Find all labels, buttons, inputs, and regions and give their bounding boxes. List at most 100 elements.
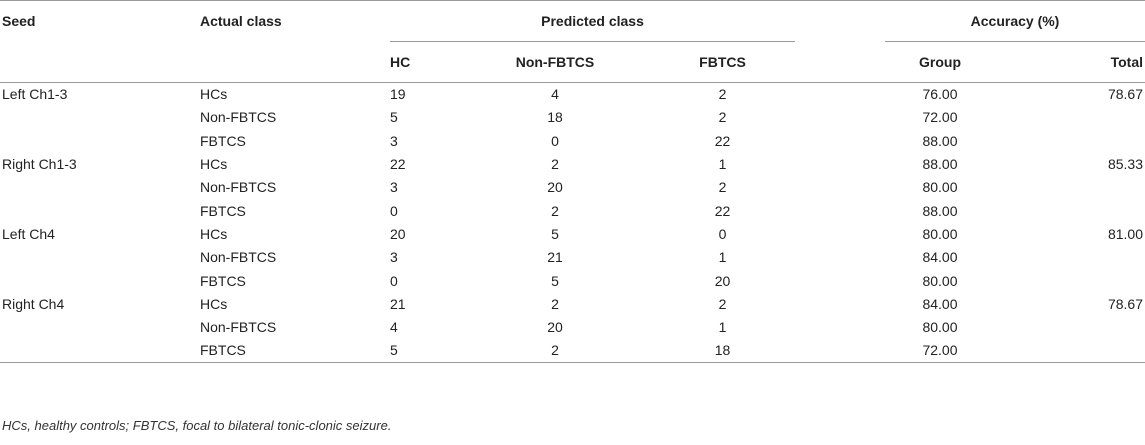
cell-predicted-fbtcs: 2 [718,295,727,312]
cell-predicted-non-fbtcs: 0 [551,132,559,149]
cell-predicted-fbtcs: 1 [718,319,727,336]
cell-predicted-non-fbtcs: 2 [551,202,559,219]
cell-predicted-non-fbtcs: 2 [551,156,559,173]
cell-gap [795,292,885,315]
header-gap [795,0,885,42]
cell-accuracy-group: 80.00 [922,272,958,289]
cell-actual-class: FBTCS [200,132,246,149]
table-row: Non-FBTCS 3 21 1 84.00 [0,246,1145,269]
cell-accuracy-group: 72.00 [922,109,958,126]
cell-actual-class: Non-FBTCS [200,319,277,336]
cell-predicted-hc: 4 [390,319,398,336]
table-row: FBTCS 3 0 22 88.00 [0,129,1145,152]
header-accuracy: Accuracy (%) [885,0,1145,42]
cell-seed [0,176,200,199]
cell-predicted-fbtcs: 2 [718,86,727,103]
cell-gap [795,106,885,129]
cell-accuracy-total: 81.00 [1107,225,1143,242]
cell-accuracy-total [995,176,1145,199]
table-row: Right Ch4 HCs 21 2 2 84.00 78.67 [0,292,1145,315]
cell-seed [0,106,200,129]
header-gap [795,41,885,83]
header-total: Total [995,41,1145,83]
cell-predicted-non-fbtcs: 5 [551,225,559,242]
cell-gap [795,315,885,338]
cell-actual-class: HCs [200,295,228,312]
cell-predicted-fbtcs: 20 [714,272,731,289]
cell-actual-class: HCs [200,225,228,242]
cell-actual-class: Non-FBTCS [200,109,277,126]
cell-predicted-non-fbtcs: 21 [547,249,563,266]
header-empty [200,41,390,83]
cell-predicted-non-fbtcs: 18 [547,109,563,126]
cell-accuracy-total [995,269,1145,292]
header-actual-class: Actual class [200,0,390,42]
cell-accuracy-group: 80.00 [922,319,958,336]
cell-predicted-non-fbtcs: 20 [547,319,563,336]
cell-seed: Left Ch4 [2,225,55,242]
cell-gap [795,269,885,292]
cell-seed: Right Ch1-3 [2,156,77,173]
table-row: Non-FBTCS 4 20 1 80.00 [0,315,1145,338]
cell-accuracy-group: 76.00 [922,86,958,103]
cell-predicted-hc: 3 [390,179,398,196]
cell-accuracy-group: 80.00 [922,179,958,196]
cell-predicted-hc: 0 [390,272,398,289]
table-row: FBTCS 5 2 18 72.00 [0,338,1145,363]
cell-accuracy-total [995,338,1145,363]
cell-accuracy-total: 85.33 [1107,156,1143,173]
table-row: FBTCS 0 2 22 88.00 [0,199,1145,222]
cell-accuracy-group: 84.00 [922,295,958,312]
cell-seed [0,199,200,222]
table-row: FBTCS 0 5 20 80.00 [0,269,1145,292]
cell-actual-class: FBTCS [200,272,246,289]
cell-seed: Left Ch1-3 [2,86,68,103]
table-row: Non-FBTCS 5 18 2 72.00 [0,106,1145,129]
header-hc: HC [390,41,460,83]
cell-seed: Right Ch4 [2,295,65,312]
cell-gap [795,83,885,106]
table-row: Left Ch4 HCs 20 5 0 80.00 81.00 [0,222,1145,245]
cell-actual-class: HCs [200,156,228,173]
cell-predicted-fbtcs: 0 [718,225,727,242]
header-row-1: Seed Actual class Predicted class Accura… [0,0,1145,42]
cell-accuracy-total [995,129,1145,152]
cell-predicted-fbtcs: 1 [718,156,727,173]
cell-actual-class: HCs [200,86,228,103]
cell-gap [795,199,885,222]
cell-accuracy-total [995,246,1145,269]
cell-actual-class: Non-FBTCS [200,179,277,196]
header-seed: Seed [0,0,200,42]
cell-predicted-hc: 21 [390,295,406,312]
cell-predicted-hc: 5 [390,109,398,126]
cell-gap [795,222,885,245]
cell-predicted-hc: 5 [390,338,460,363]
cell-predicted-hc: 19 [390,86,406,103]
classification-table: Seed Actual class Predicted class Accura… [0,0,1145,363]
cell-predicted-hc: 3 [390,132,398,149]
cell-actual-class: Non-FBTCS [200,249,277,266]
cell-predicted-fbtcs: 22 [714,132,731,149]
cell-accuracy-total: 78.67 [1107,86,1143,103]
table-row: Right Ch1-3 HCs 22 2 1 88.00 85.33 [0,152,1145,175]
cell-gap [795,129,885,152]
cell-predicted-hc: 22 [390,156,406,173]
cell-predicted-fbtcs: 2 [718,179,727,196]
table-header: Seed Actual class Predicted class Accura… [0,0,1145,83]
cell-gap [795,246,885,269]
header-group: Group [885,41,995,83]
cell-predicted-hc: 20 [390,225,406,242]
cell-accuracy-total [995,315,1145,338]
cell-predicted-non-fbtcs: 2 [460,338,650,363]
cell-predicted-non-fbtcs: 20 [547,179,563,196]
cell-accuracy-group: 80.00 [922,225,958,242]
header-non-fbtcs: Non-FBTCS [460,41,650,83]
cell-seed [0,338,200,363]
cell-actual-class: FBTCS [200,202,246,219]
header-fbtcs: FBTCS [650,41,795,83]
table-footnote: HCs, healthy controls; FBTCS, focal to b… [2,418,392,433]
cell-gap [795,152,885,175]
cell-actual-class: FBTCS [200,338,390,363]
cell-gap [795,338,885,363]
